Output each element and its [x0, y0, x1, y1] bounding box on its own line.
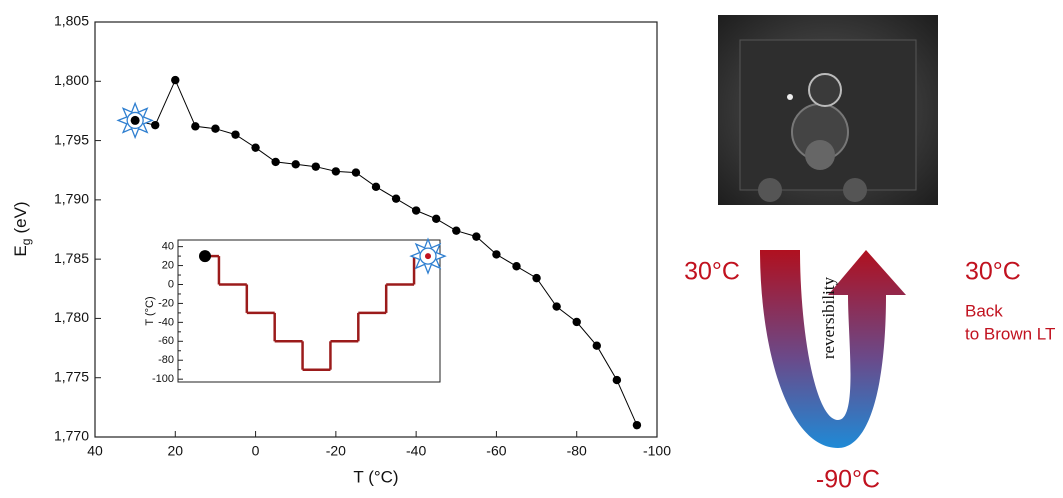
- inset-y-tick-label: 0: [168, 278, 174, 290]
- inset-y-tick-label: 40: [162, 241, 174, 253]
- inset-y-axis-title: T (°C): [144, 296, 156, 325]
- inset-y-tick-label: 20: [162, 259, 174, 271]
- photo-knob: [805, 140, 835, 170]
- data-point: [271, 157, 280, 167]
- data-point: [371, 182, 381, 192]
- x-tick-label: 40: [87, 443, 103, 459]
- data-point: [291, 160, 300, 169]
- bottom-label: -90°C: [816, 466, 880, 494]
- data-point: [331, 167, 341, 176]
- data-point: [472, 232, 481, 241]
- photo-hole: [787, 94, 793, 100]
- data-point: [572, 317, 581, 327]
- y-tick-label: 1,780: [54, 309, 89, 325]
- y-axis-title-main: E: [11, 245, 30, 256]
- data-point: [151, 120, 160, 130]
- x-tick-label: 20: [167, 443, 183, 459]
- data-point: [592, 341, 601, 350]
- end-note: Back: [965, 301, 1003, 320]
- x-tick-label: -100: [643, 443, 671, 459]
- y-tick-label: 1,805: [54, 13, 89, 29]
- end-label: 30°C: [965, 258, 1021, 286]
- y-axis-title: Eg (eV): [11, 201, 33, 256]
- y-tick-label: 1,770: [54, 428, 89, 444]
- photo: [718, 15, 938, 205]
- data-point: [432, 214, 441, 224]
- x-tick-label: -80: [567, 443, 587, 459]
- inset-frame: [177, 239, 441, 383]
- data-point: [632, 420, 642, 430]
- data-point: [211, 124, 220, 133]
- data-point: [452, 226, 461, 235]
- y-tick-label: 1,800: [54, 72, 89, 88]
- data-point: [311, 162, 320, 171]
- y-tick-label: 1,790: [54, 191, 89, 207]
- data-point: [391, 194, 401, 203]
- reversibility-arrow: [760, 250, 906, 448]
- x-tick-label: -40: [406, 443, 426, 459]
- arc-label: reversibility: [819, 276, 838, 359]
- inset-y-tick-label: -80: [158, 354, 174, 366]
- data-point: [532, 273, 541, 283]
- x-tick-label: -20: [326, 443, 346, 459]
- data-point: [552, 302, 561, 311]
- data-point: [351, 168, 361, 177]
- data-point: [251, 143, 260, 152]
- data-point: [130, 115, 140, 125]
- x-tick-label: 0: [252, 443, 260, 459]
- plot-frame: [94, 21, 658, 438]
- data-point: [492, 250, 501, 259]
- photo-bolt: [843, 178, 867, 202]
- y-tick-label: 1,775: [54, 368, 89, 384]
- data-point: [191, 122, 200, 131]
- data-point: [171, 75, 180, 85]
- inset-y-tick-label: -60: [158, 335, 174, 347]
- start-label: 30°C: [684, 258, 740, 286]
- inset-y-tick-label: -100: [152, 373, 174, 385]
- inset-y-tick-label: -40: [158, 316, 174, 328]
- data-point: [512, 262, 521, 271]
- data-point: [411, 206, 421, 215]
- photo-bolt: [758, 178, 782, 202]
- x-axis-title: T (°C): [353, 467, 398, 486]
- y-axis-title-sub: g: [19, 239, 33, 246]
- end-note: to Brown LT: [965, 324, 1055, 343]
- y-axis-title-unit: (eV): [11, 201, 30, 233]
- start-marker: [199, 250, 211, 263]
- photo-sample: [808, 73, 842, 107]
- inset-y-tick-label: -20: [158, 297, 174, 309]
- x-tick-label: -60: [486, 443, 506, 459]
- y-tick-label: 1,785: [54, 250, 89, 266]
- data-point: [231, 130, 240, 139]
- y-tick-label: 1,795: [54, 131, 89, 147]
- end-marker: [425, 253, 431, 260]
- data-point: [612, 375, 622, 385]
